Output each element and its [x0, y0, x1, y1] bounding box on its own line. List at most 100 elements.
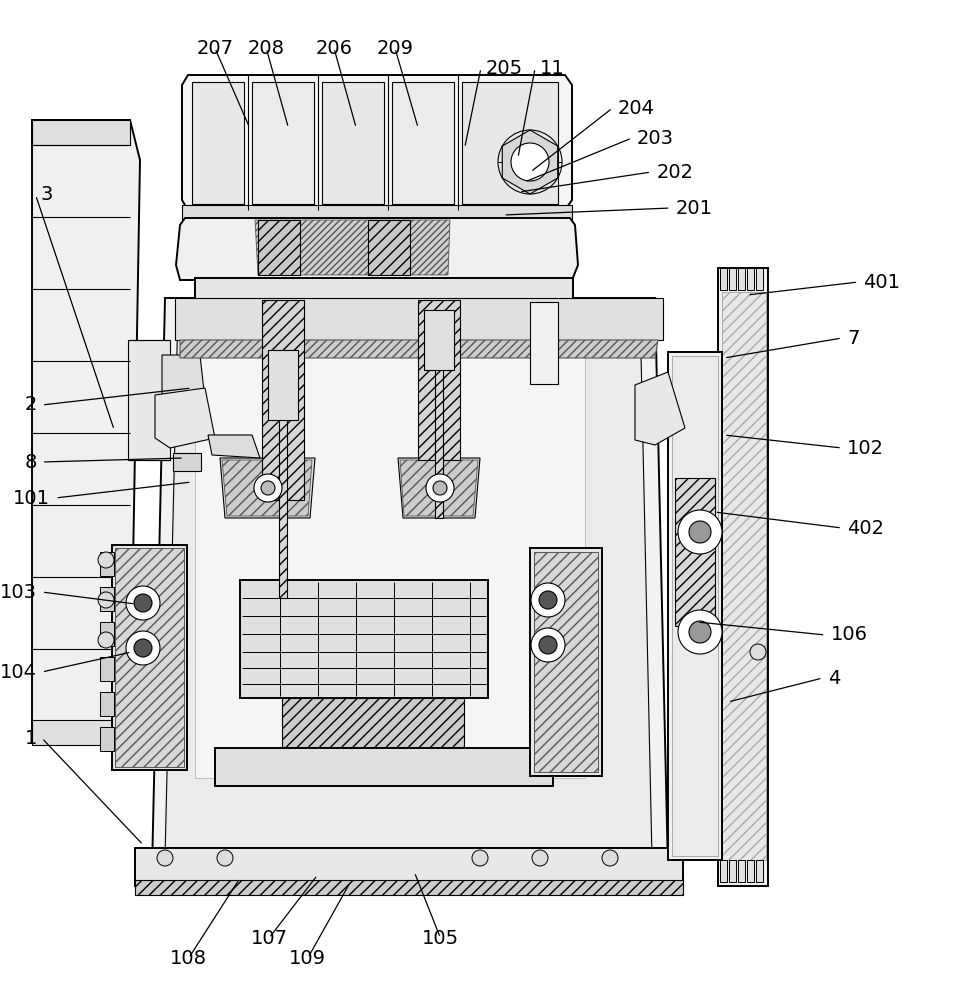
Bar	[135, 848, 683, 886]
Circle shape	[426, 474, 454, 502]
Text: 102: 102	[847, 438, 884, 458]
Bar	[32, 120, 130, 145]
Bar	[392, 82, 454, 204]
Bar	[418, 300, 460, 460]
Polygon shape	[152, 298, 668, 870]
Bar	[729, 268, 736, 290]
Circle shape	[689, 621, 711, 643]
Text: 107: 107	[251, 928, 287, 948]
Bar	[718, 268, 768, 886]
Text: 101: 101	[14, 488, 50, 508]
Bar	[675, 478, 715, 626]
Circle shape	[98, 632, 114, 648]
Polygon shape	[222, 460, 312, 516]
Text: 109: 109	[289, 948, 326, 968]
Bar	[192, 82, 244, 204]
Polygon shape	[162, 355, 205, 420]
Circle shape	[98, 592, 114, 608]
Polygon shape	[208, 435, 260, 458]
Circle shape	[531, 583, 565, 617]
Circle shape	[689, 521, 711, 543]
Bar	[258, 220, 300, 275]
Circle shape	[433, 481, 447, 495]
Bar	[722, 292, 766, 860]
Text: 201: 201	[676, 198, 712, 218]
Bar	[530, 302, 558, 384]
Bar	[279, 418, 287, 598]
Text: 203: 203	[637, 128, 674, 147]
Circle shape	[157, 850, 173, 866]
Text: 205: 205	[486, 58, 523, 78]
Bar	[128, 340, 170, 460]
Bar	[435, 368, 443, 518]
Polygon shape	[255, 220, 450, 275]
Bar	[252, 82, 314, 204]
Text: 206: 206	[316, 38, 352, 57]
Bar	[173, 453, 201, 471]
Polygon shape	[182, 75, 572, 210]
Polygon shape	[398, 458, 480, 518]
Circle shape	[254, 474, 282, 502]
Bar	[747, 860, 754, 882]
Text: 4: 4	[828, 668, 840, 688]
Text: 11: 11	[540, 58, 565, 78]
Bar	[115, 548, 184, 767]
Bar	[322, 82, 384, 204]
Bar	[100, 692, 114, 716]
Bar	[729, 860, 736, 882]
Circle shape	[531, 628, 565, 662]
Circle shape	[678, 610, 722, 654]
Polygon shape	[220, 458, 315, 518]
Bar	[738, 268, 745, 290]
Bar	[240, 580, 488, 698]
Polygon shape	[32, 120, 140, 740]
Circle shape	[539, 636, 557, 654]
Circle shape	[511, 143, 549, 181]
Circle shape	[134, 594, 152, 612]
Text: 105: 105	[422, 928, 459, 948]
Bar	[100, 622, 114, 646]
Text: 104: 104	[0, 662, 37, 682]
Bar	[747, 268, 754, 290]
Bar	[195, 278, 573, 300]
Bar	[100, 727, 114, 751]
Polygon shape	[180, 340, 658, 358]
Text: 106: 106	[831, 626, 867, 645]
Text: 8: 8	[24, 452, 37, 472]
Text: 202: 202	[656, 162, 693, 182]
Bar	[32, 720, 130, 745]
Bar	[100, 587, 114, 611]
Bar	[112, 545, 187, 770]
Bar	[368, 220, 410, 275]
Bar	[720, 860, 727, 882]
Circle shape	[678, 510, 722, 554]
Text: 1: 1	[24, 728, 37, 748]
Text: 204: 204	[618, 99, 654, 117]
Text: 2: 2	[24, 395, 37, 414]
Bar	[100, 552, 114, 576]
Polygon shape	[155, 388, 215, 448]
Text: 108: 108	[170, 948, 207, 968]
Polygon shape	[502, 130, 558, 194]
Bar	[268, 350, 298, 420]
Bar	[424, 310, 454, 370]
Bar	[756, 860, 763, 882]
Text: 3: 3	[41, 186, 53, 205]
Text: 208: 208	[248, 38, 285, 57]
Circle shape	[539, 591, 557, 609]
Bar	[100, 657, 114, 681]
Circle shape	[126, 631, 160, 665]
Polygon shape	[400, 460, 478, 516]
Bar	[668, 352, 722, 860]
Polygon shape	[635, 372, 685, 445]
Bar	[262, 300, 304, 500]
Bar	[672, 356, 718, 856]
Circle shape	[261, 481, 275, 495]
Bar	[195, 338, 585, 778]
Circle shape	[98, 552, 114, 568]
Circle shape	[602, 850, 618, 866]
Bar	[182, 205, 572, 220]
Circle shape	[532, 850, 548, 866]
Bar	[215, 748, 553, 786]
Circle shape	[217, 850, 233, 866]
